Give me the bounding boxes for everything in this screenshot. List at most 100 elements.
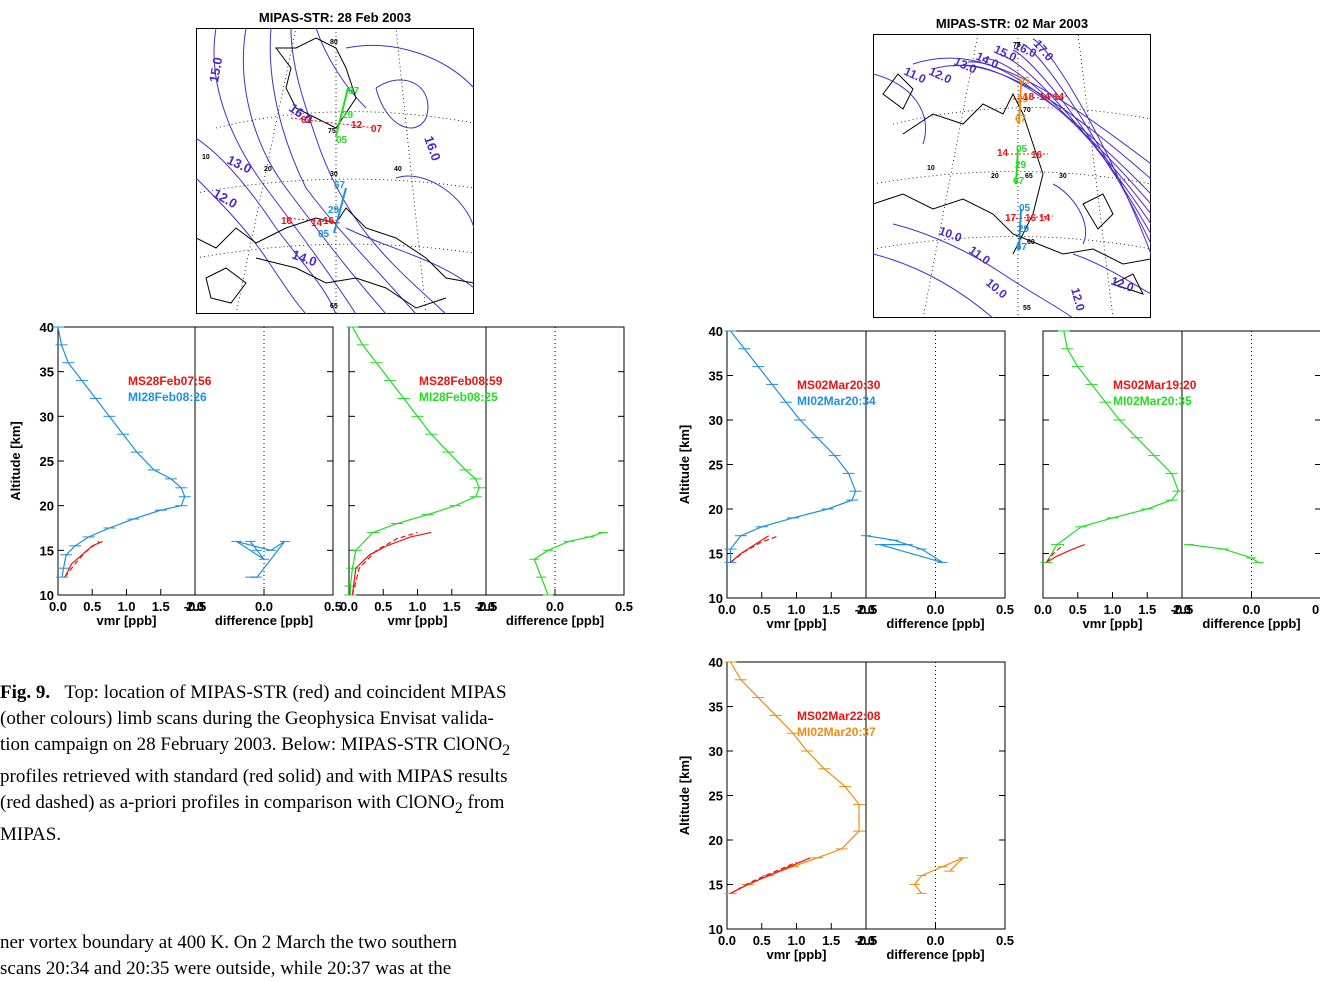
- vmr-tick-label: 2.0: [186, 599, 204, 614]
- mipas-str-apriori: [730, 535, 780, 563]
- body-line: scans 20:34 and 20:35 were outside, whil…: [0, 958, 452, 979]
- scan-label: 67: [1013, 176, 1025, 187]
- alt-tick-label: 30: [709, 744, 723, 759]
- mipas-str-apriori: [730, 861, 797, 894]
- legend-mipas-str: MS28Feb08:59: [419, 374, 503, 388]
- vmr-frame: [1042, 330, 1183, 599]
- vmr-tick-label: 0.0: [340, 599, 358, 614]
- diff-tick-label: -0.5: [184, 599, 206, 614]
- vmr-frame: [726, 330, 867, 599]
- diff-tick-label: -0.5: [855, 602, 877, 617]
- diff-tick-label: 0.5: [324, 599, 342, 614]
- alt-tick-label: 10: [709, 922, 723, 937]
- left-map: 15.0 16.0 16.0 13.0 12.0 14.0 80 75 30 4…: [196, 28, 474, 314]
- alt-tick-label: 40: [709, 655, 723, 670]
- alt-tick-label: 25: [709, 458, 723, 473]
- scan-label: 16: [323, 216, 335, 227]
- mipas-profile: [729, 661, 860, 894]
- body-line: ner vortex boundary at 400 K. On 2 March…: [0, 932, 457, 953]
- mipas-profile: [349, 326, 480, 595]
- scan-label: 05: [1016, 144, 1028, 155]
- scan-label: 05: [336, 135, 348, 146]
- caption-line: (red dashed) as a-priori profiles in com…: [0, 791, 455, 813]
- scan-label: 05: [1019, 76, 1031, 87]
- vmr-tick-label: 2.0: [857, 602, 875, 617]
- scan-label: 67: [1015, 114, 1027, 125]
- grid-label: 20: [991, 173, 999, 180]
- left-map-title: MIPAS-STR: 28 Feb 2003: [258, 10, 412, 25]
- grid-label: 65: [330, 303, 338, 310]
- grid-label: 30: [1059, 173, 1067, 180]
- vmr-tick-label: 1.5: [443, 599, 461, 614]
- grid-label: 75: [1013, 42, 1021, 49]
- contour-label: 15.0: [206, 56, 225, 84]
- vmr-tick-label: 0.5: [83, 599, 101, 614]
- alt-tick-label: 15: [40, 543, 54, 558]
- scan-label: 14: [997, 148, 1009, 159]
- alt-tick-label: 35: [40, 365, 54, 380]
- legend-mipas: MI02Mar20:37: [797, 725, 876, 739]
- scan-label: 14: [1039, 213, 1051, 224]
- scan-label: 67: [334, 180, 346, 191]
- scan-label: 17: [1005, 213, 1017, 224]
- vmr-axis-label: vmr [ppb]: [388, 613, 448, 628]
- legend-mipas-str: MS02Mar19:20: [1113, 378, 1197, 392]
- alt-tick-label: 20: [709, 833, 723, 848]
- caption-line: from: [462, 791, 505, 813]
- vmr-tick-label: 1.0: [787, 602, 805, 617]
- difference-profile: [865, 535, 943, 563]
- right-map: 11.0 12.0 13.0 14.0 15.0 16.0 17.0 10.0 …: [873, 34, 1151, 318]
- scan-label: 67: [1016, 242, 1028, 253]
- scan-label: 29: [342, 110, 354, 121]
- vmr-tick-label: 1.0: [1103, 602, 1121, 617]
- mipas-profile: [1045, 330, 1180, 563]
- vmr-frame: [726, 661, 867, 930]
- scan-label: 14: [1039, 92, 1051, 103]
- vmr-tick-label: 1.0: [117, 599, 135, 614]
- caption-sub: 2: [454, 799, 463, 817]
- alt-tick-label: 10: [40, 588, 54, 603]
- alt-tick-label: 35: [709, 369, 723, 384]
- scan-label: 12: [351, 120, 363, 131]
- contour-label: 12.0: [1068, 286, 1088, 312]
- alt-tick-label: 25: [709, 789, 723, 804]
- scan-label: 01: [301, 115, 313, 126]
- diff-axis-label: difference [ppb]: [506, 613, 604, 628]
- vmr-tick-label: 0.0: [718, 602, 736, 617]
- vmr-axis-label: vmr [ppb]: [1083, 616, 1143, 631]
- mipas-str-apriori: [64, 540, 100, 578]
- grid-label: 80: [330, 39, 338, 46]
- vmr-tick-label: 2.0: [857, 933, 875, 948]
- caption-sub: 2: [502, 741, 511, 759]
- grid-label: 10: [927, 165, 935, 172]
- altitude-axis-label: Altitude [km]: [8, 421, 23, 500]
- alt-tick-label: 10: [709, 591, 723, 606]
- scan-label: 29: [1018, 224, 1030, 235]
- scan-label: 29: [1015, 160, 1027, 171]
- legend-mipas-str: MS02Mar20:30: [797, 378, 881, 392]
- alt-tick-label: 30: [40, 409, 54, 424]
- mipas-str-standard: [64, 540, 103, 578]
- scan-label: 07: [371, 124, 383, 135]
- grid-label: 40: [394, 166, 402, 173]
- scan-label: 16: [1025, 213, 1037, 224]
- diff-tick-label: 0.5: [615, 599, 633, 614]
- figure-caption: Fig. 9. Top: location of MIPAS-STR (red)…: [0, 680, 650, 848]
- diff-axis-label: difference [ppb]: [1202, 616, 1300, 631]
- altitude-axis-label: Altitude [km]: [677, 756, 692, 835]
- mipas-str-apriori: [351, 531, 418, 596]
- alt-tick-label: 15: [709, 547, 723, 562]
- legend-mipas: MI28Feb08:25: [419, 390, 498, 404]
- difference-profile: [1188, 544, 1259, 563]
- mipas-profile: [57, 326, 186, 578]
- vmr-tick-label: 1.5: [822, 602, 840, 617]
- grid-label: 10: [202, 154, 210, 161]
- legend-mipas-str: MS28Feb07:56: [128, 374, 212, 388]
- caption-label: Fig. 9.: [0, 682, 51, 703]
- alt-tick-label: 30: [709, 413, 723, 428]
- diff-tick-label: 0.0: [926, 602, 944, 617]
- scan-label: 16: [281, 216, 293, 227]
- vmr-axis-label: vmr [ppb]: [97, 613, 157, 628]
- diff-tick-label: 0.0: [926, 933, 944, 948]
